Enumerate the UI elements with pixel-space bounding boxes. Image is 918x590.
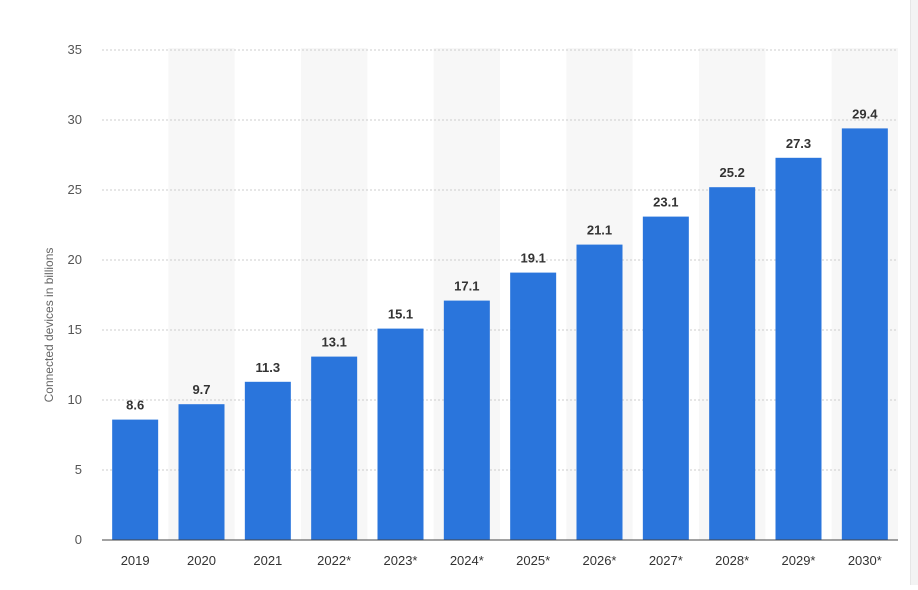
bar [377,328,424,540]
y-tick-label: 10 [68,392,82,407]
x-tick-label: 2028* [715,553,749,568]
x-tick-label: 2022* [317,553,351,568]
y-tick-label: 35 [68,42,82,57]
x-tick-label: 2021 [253,553,282,568]
bar [642,216,689,540]
data-label: 27.3 [786,136,811,151]
y-tick-label: 20 [68,252,82,267]
data-label: 8.6 [126,398,144,413]
bar [709,187,756,540]
y-tick-label: 30 [68,112,82,127]
x-tick-label: 2023* [384,553,418,568]
data-label: 25.2 [720,165,745,180]
x-tick-label: 2025* [516,553,550,568]
y-axis-title: Connected devices in billions [42,248,56,403]
data-label: 23.1 [653,195,678,210]
scrollbar-edge [910,0,918,585]
bar [841,128,888,540]
x-tick-label: 2030* [848,553,882,568]
data-label: 9.7 [192,382,210,397]
data-labels-group: 8.6 9.7 11.3 13.1 15.1 17.1 19.1 21.1 23.1 25.2 27… [126,106,878,412]
data-label: 13.1 [322,335,347,350]
bar [443,300,490,540]
bar [244,381,291,540]
x-tick-label: 2020 [187,553,216,568]
bars-group [112,128,888,541]
bar [576,244,623,540]
y-axis-ticks: 0 5 10 15 20 25 30 35 [68,42,82,547]
gridlines [102,49,898,471]
data-label: 19.1 [521,251,546,266]
bar [775,157,822,541]
x-tick-label: 2024* [450,553,484,568]
bar [112,419,159,540]
x-axis-ticks: 2019 2020 2021 2022* 2023* 2024* 2025* 2026* 202… [121,553,882,568]
y-tick-label: 0 [75,532,82,547]
y-tick-label: 15 [68,322,82,337]
bar [178,404,225,540]
bar [311,356,358,540]
x-tick-label: 2019 [121,553,150,568]
bar [510,272,557,540]
data-label: 17.1 [454,279,479,294]
data-label: 11.3 [256,360,281,375]
x-tick-label: 2027* [649,553,683,568]
data-label: 29.4 [852,106,878,121]
data-label: 21.1 [587,223,612,238]
y-tick-label: 5 [75,462,82,477]
data-label: 15.1 [388,307,413,322]
x-tick-label: 2029* [782,553,816,568]
x-tick-label: 2026* [583,553,617,568]
y-tick-label: 25 [68,182,82,197]
